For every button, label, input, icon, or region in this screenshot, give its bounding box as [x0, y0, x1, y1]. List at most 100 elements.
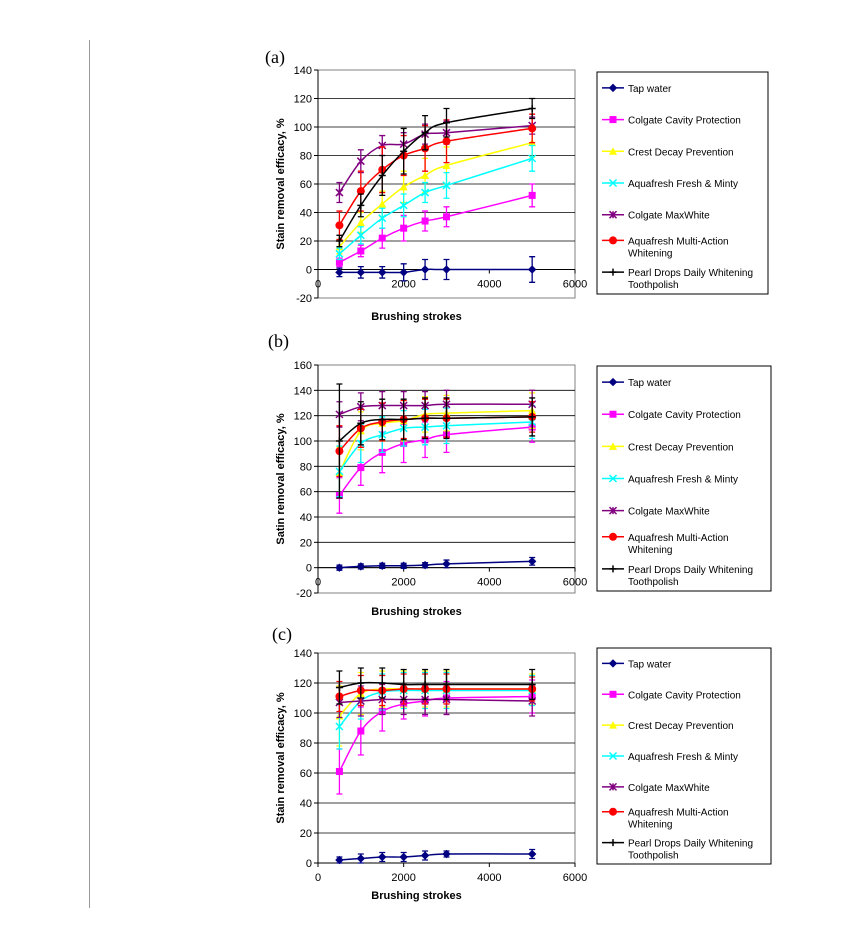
data-point: [378, 561, 387, 570]
legend-marker: [609, 442, 617, 450]
legend-label: Aquafresh Multi-Action Whitening: [628, 533, 729, 556]
data-point: [528, 104, 536, 112]
x-tick-label: 4000: [477, 279, 501, 291]
series: [335, 256, 537, 283]
data-point: [335, 249, 344, 258]
data-point: [335, 684, 343, 691]
y-tick-label: 160: [294, 360, 312, 372]
data-point: [421, 188, 430, 197]
x-axis-title: Brushing strokes: [371, 890, 461, 902]
legend-label-line: Whitening: [628, 820, 672, 831]
y-tick-label: 0: [306, 858, 312, 870]
data-point: [400, 681, 408, 688]
legend-label: Colgate MaxWhite: [628, 507, 710, 518]
x-tick-label: 0: [315, 577, 321, 589]
series: [335, 183, 536, 268]
y-tick-label: 40: [300, 798, 312, 810]
x-tick-label: 6000: [563, 872, 587, 884]
data-point: [357, 464, 365, 472]
panel-label: (c): [272, 624, 292, 645]
legend-label-line: Pearl Drops Daily Whitening: [628, 565, 753, 576]
data-point: [356, 854, 366, 863]
x-axis-title: Brushing strokes: [371, 606, 461, 618]
legend: Tap water Colgate Cavity Protection Crest …: [596, 647, 772, 865]
legend-label-line: Tap water: [628, 84, 672, 95]
legend-box: [596, 71, 769, 295]
y-tick-label: 80: [300, 461, 312, 473]
legend-label-line: Toothpolish: [628, 280, 679, 291]
y-tick-label: 0: [306, 563, 312, 575]
data-point: [399, 182, 408, 191]
series: [335, 667, 536, 705]
y-tick-label: 120: [294, 678, 312, 690]
legend-label: Crest Decay Prevention: [628, 721, 734, 732]
data-point: [528, 413, 536, 421]
y-axis-title: Stain removal efficacy, %: [275, 692, 287, 823]
data-point: [527, 265, 537, 274]
data-point: [356, 218, 365, 226]
series: [335, 144, 537, 261]
data-point: [378, 199, 387, 208]
data-point: [400, 147, 408, 155]
legend-label-line: Tap water: [628, 378, 672, 389]
legend-label: Pearl Drops Daily Whitening Toothpolish: [628, 839, 753, 862]
data-point: [528, 154, 537, 163]
data-point: [356, 268, 366, 277]
y-tick-label: -20: [296, 588, 312, 600]
data-point: [442, 559, 451, 569]
y-tick-label: -20: [296, 293, 312, 305]
legend-label-line: Colgate Cavity Protection: [628, 690, 741, 701]
data-point: [528, 191, 536, 199]
legend: Tap water Colgate Cavity Protection Crest …: [596, 71, 769, 295]
legend-marker: [609, 721, 617, 729]
data-point: [421, 681, 429, 688]
data-point: [421, 414, 429, 422]
data-point: [442, 849, 451, 859]
legend-marker: [608, 83, 618, 93]
data-point: [357, 727, 365, 735]
data-point: [378, 214, 387, 223]
legend-label-line: Colgate Cavity Protection: [628, 410, 741, 421]
data-point: [442, 265, 451, 274]
x-tick-label: 2000: [391, 577, 415, 589]
legend-label: Colgate MaxWhite: [628, 783, 710, 794]
data-point: [356, 187, 365, 196]
y-tick-label: 140: [294, 385, 312, 397]
legend-label: Colgate Cavity Protection: [628, 410, 741, 421]
series: [335, 848, 537, 865]
legend-marker: [609, 807, 617, 816]
legend-label-line: Toothpolish: [628, 577, 679, 588]
data-point: [335, 268, 344, 277]
legend-marker: [608, 751, 618, 761]
y-tick-label: 80: [300, 738, 312, 750]
data-point: [528, 681, 536, 688]
legend-label: Aquafresh Multi-Action Whitening: [628, 236, 729, 259]
data-point: [335, 563, 344, 572]
data-point: [442, 137, 451, 146]
legend-label-line: Whitening: [628, 545, 672, 556]
legend-label-line: Aquafresh Fresh & Minty: [628, 179, 738, 190]
legend-marker: [609, 236, 617, 245]
legend-label-line: Colgate MaxWhite: [628, 507, 710, 518]
legend-marker: [608, 506, 618, 515]
y-axis-title: Satin removal efficacy, %: [275, 413, 287, 544]
data-point: [335, 855, 344, 865]
data-point: [335, 768, 343, 775]
data-point: [357, 247, 365, 255]
x-tick-label: 6000: [563, 279, 587, 291]
data-point: [356, 231, 365, 240]
data-point: [420, 560, 430, 570]
legend-marker: [608, 210, 618, 219]
data-point: [528, 124, 537, 133]
data-point: [527, 557, 537, 566]
data-point: [335, 237, 343, 245]
chart-panel: (c) 0 20 40 60 80 100 120 140 0 2000 4000 6000 Brushi…: [272, 624, 772, 902]
legend-label-line: Aquafresh Multi-Action: [628, 533, 729, 544]
legend-marker: [609, 690, 617, 698]
legend-marker: [609, 839, 617, 847]
y-tick-label: 40: [300, 208, 312, 220]
legend-marker: [609, 532, 617, 541]
legend-label-line: Colgate MaxWhite: [628, 211, 710, 222]
legend: Tap water Colgate Cavity Protection Crest …: [596, 365, 772, 592]
